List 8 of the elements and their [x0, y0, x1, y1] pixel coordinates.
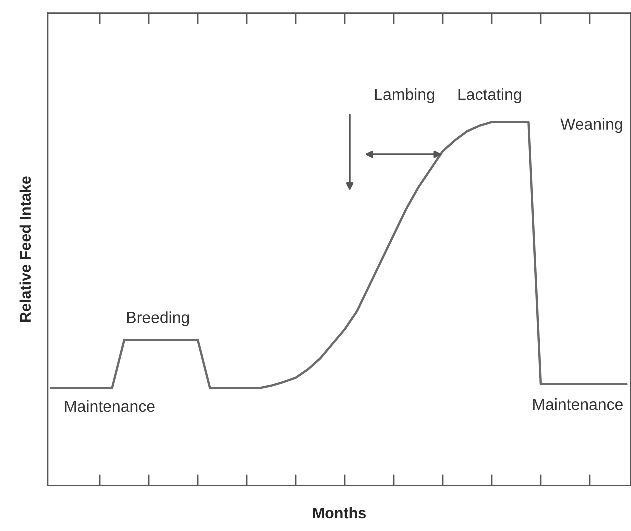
x-axis-title: Months	[313, 507, 366, 519]
annotation: Breeding	[127, 312, 190, 326]
text: Lactating	[458, 88, 522, 104]
y-axis-title: Relative Feed Intake	[20, 176, 32, 322]
annotation: Maintenance	[65, 400, 155, 412]
annotation: Maintenance	[534, 398, 623, 410]
text: Lambing	[375, 88, 434, 104]
annotation: Weaning	[560, 118, 622, 134]
